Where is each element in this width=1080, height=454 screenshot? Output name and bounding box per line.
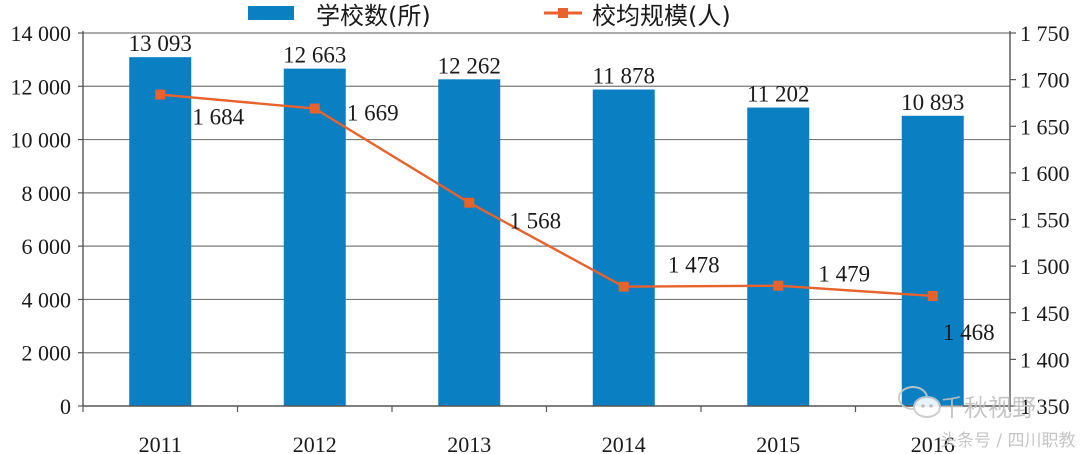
legend-line-label: 校均规模(人) xyxy=(592,2,731,30)
bar-series-school-count xyxy=(129,57,964,407)
line-marker xyxy=(309,103,320,114)
left-axis-tick: 2 000 xyxy=(22,341,72,366)
left-axis-tick: 10 000 xyxy=(11,128,72,153)
line-series-avg-size xyxy=(155,89,938,301)
wechat-icon xyxy=(898,386,941,418)
x-axis-tick: 2013 xyxy=(447,432,491,454)
bar-value-label: 11 878 xyxy=(593,64,655,89)
data-labels: 13 093 12 663 12 262 11 878 11 202 10 893 1 68… xyxy=(129,31,995,345)
x-axis-tick: 2012 xyxy=(293,432,337,454)
legend-bar-swatch xyxy=(248,6,294,20)
right-axis-tick: 1 400 xyxy=(1020,347,1070,372)
line-marker xyxy=(464,197,475,208)
line-marker xyxy=(155,89,166,100)
right-axis-tick: 1 500 xyxy=(1020,254,1070,279)
bar-value-label: 11 202 xyxy=(747,82,809,107)
right-axis-tick: 1 650 xyxy=(1020,114,1070,139)
x-axis-tick: 2014 xyxy=(602,432,646,454)
line-value-label: 1 468 xyxy=(943,320,995,345)
right-axis-tick: 1 750 xyxy=(1020,21,1070,46)
left-axis-tick: 4 000 xyxy=(22,287,72,312)
line-marker xyxy=(618,281,629,292)
bar xyxy=(592,89,655,407)
gridlines xyxy=(83,32,1010,354)
bar-value-label: 10 893 xyxy=(901,90,964,115)
line-value-label: 1 568 xyxy=(509,209,561,234)
x-axis-tick: 2016 xyxy=(911,432,955,454)
x-axis-tick: 2011 xyxy=(139,432,182,454)
left-axis-tick: 14 000 xyxy=(11,21,72,46)
bar xyxy=(747,107,810,406)
line-value-label: 1 669 xyxy=(347,101,399,126)
right-axis-tick: 1 350 xyxy=(1020,394,1070,419)
watermark: 千秋视野 头条号 / 四川职教 xyxy=(898,386,1076,451)
line-marker xyxy=(773,280,784,291)
line-path xyxy=(160,93,933,298)
bar xyxy=(901,115,964,406)
watermark-title: 千秋视野 xyxy=(940,394,1036,422)
bar-value-label: 12 262 xyxy=(438,53,501,78)
left-axis-tick: 0 xyxy=(60,394,71,419)
left-axis-tick: 12 000 xyxy=(11,74,72,99)
bar xyxy=(283,68,346,407)
left-axis-tick: 8 000 xyxy=(22,181,72,206)
right-axis-tick: 1 450 xyxy=(1020,301,1070,326)
right-axis-tick: 1 600 xyxy=(1020,161,1070,186)
bar xyxy=(129,57,192,406)
legend: 学校数(所) 校均规模(人) xyxy=(248,2,731,30)
right-axis-tick: 1 550 xyxy=(1020,208,1070,233)
line-value-label: 1 479 xyxy=(818,262,870,287)
x-axis-tick: 2015 xyxy=(756,432,800,454)
right-axis-tick: 1 700 xyxy=(1020,68,1070,93)
line-value-label: 1 684 xyxy=(192,105,244,130)
left-axis-tick: 6 000 xyxy=(22,234,72,259)
bar-value-label: 12 663 xyxy=(283,43,346,68)
watermark-subtitle: 头条号 / 四川职教 xyxy=(940,431,1076,451)
bar xyxy=(438,79,501,406)
legend-line-marker xyxy=(558,8,568,18)
line-marker xyxy=(927,290,938,301)
bar-value-label: 13 093 xyxy=(129,31,192,56)
line-value-label: 1 478 xyxy=(668,253,720,278)
axes: 0 2 000 4 000 6 000 8 000 10 000 12 000 14 000 1… xyxy=(11,21,1070,454)
legend-bar-label: 学校数(所) xyxy=(316,2,431,30)
